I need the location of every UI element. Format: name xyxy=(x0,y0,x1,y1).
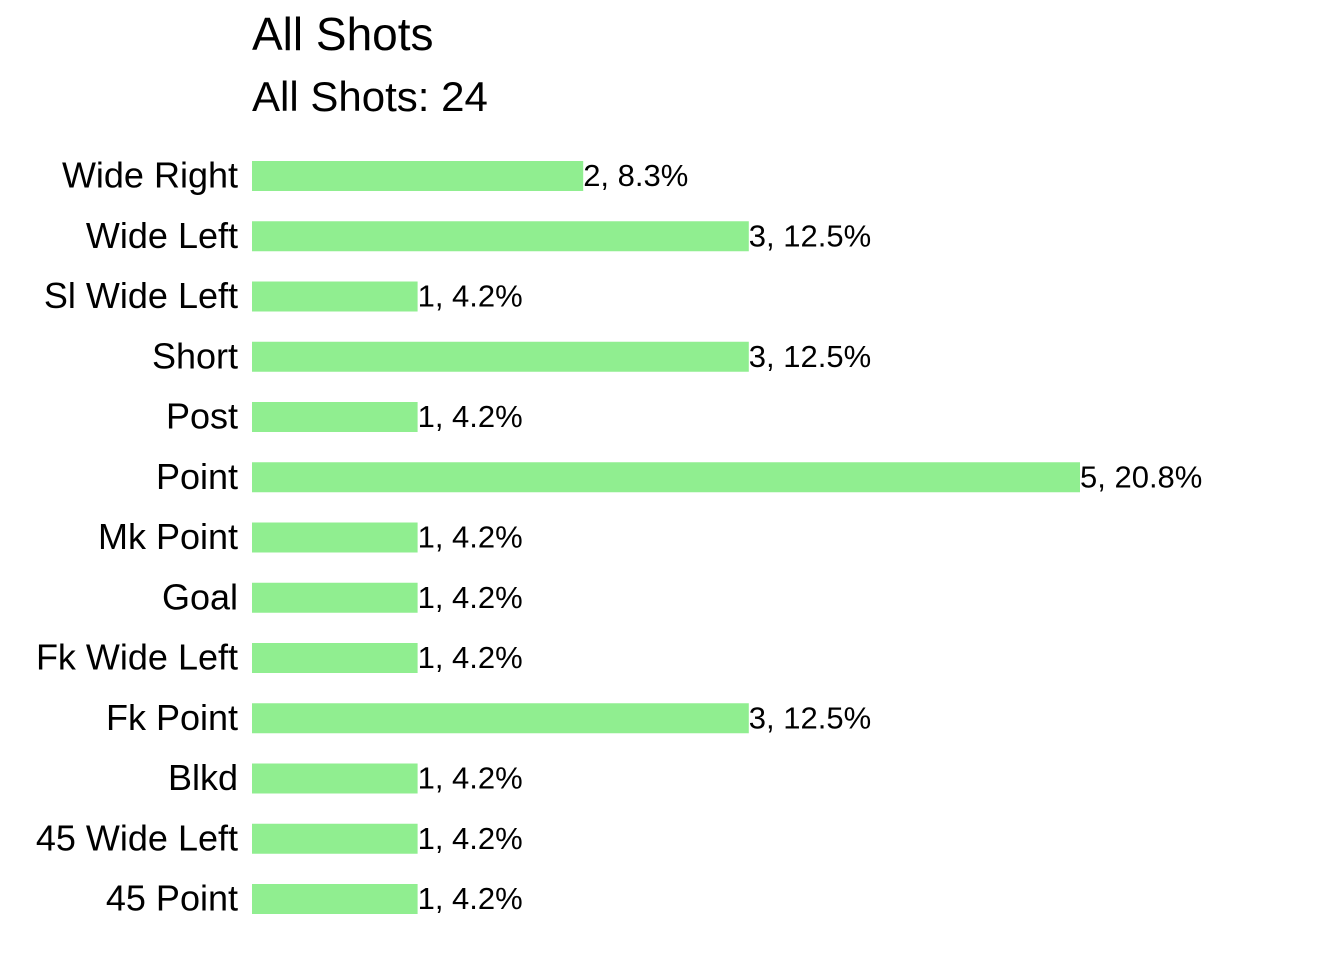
value-label: 5, 20.8% xyxy=(1080,459,1202,494)
bar xyxy=(252,161,584,191)
value-label: 1, 4.2% xyxy=(418,761,523,796)
y-tick-label: Wide Left xyxy=(86,215,238,256)
bar xyxy=(252,221,749,252)
bar xyxy=(252,281,418,312)
bar xyxy=(252,643,418,673)
bar xyxy=(252,341,749,372)
value-label: 1, 4.2% xyxy=(418,279,523,314)
value-label: 2, 8.3% xyxy=(583,158,688,193)
y-tick-label: Goal xyxy=(162,576,238,617)
y-tick-label: Mk Point xyxy=(98,516,238,557)
y-tick-label: 45 Wide Left xyxy=(36,817,238,858)
bar xyxy=(252,703,749,734)
value-label: 1, 4.2% xyxy=(418,399,523,434)
bar xyxy=(252,522,418,553)
value-label: 1, 4.2% xyxy=(418,580,523,615)
bar xyxy=(252,823,418,854)
value-label: 3, 12.5% xyxy=(749,700,871,735)
y-tick-label: Sl Wide Left xyxy=(44,275,238,316)
bar xyxy=(252,763,418,794)
bar xyxy=(252,582,418,613)
y-tick-label: Fk Wide Left xyxy=(36,637,238,678)
chart-subtitle: All Shots: 24 xyxy=(252,73,488,120)
y-tick-label: Post xyxy=(166,396,238,437)
bar xyxy=(252,462,1080,493)
chart-title: All Shots xyxy=(252,8,434,60)
y-tick-label: Fk Point xyxy=(106,697,238,738)
value-label: 1, 4.2% xyxy=(418,520,523,555)
y-tick-label: Wide Right xyxy=(62,155,238,196)
y-tick-label: Point xyxy=(156,456,238,497)
y-tick-label: Blkd xyxy=(168,757,238,798)
value-label: 3, 12.5% xyxy=(749,339,871,374)
value-label: 1, 4.2% xyxy=(418,821,523,856)
bar xyxy=(252,402,418,432)
y-tick-label: 45 Point xyxy=(106,878,238,919)
value-label: 1, 4.2% xyxy=(418,640,523,675)
value-label: 3, 12.5% xyxy=(749,218,871,253)
y-tick-label: Short xyxy=(152,335,238,376)
bar xyxy=(252,884,418,914)
value-label: 1, 4.2% xyxy=(418,881,523,916)
